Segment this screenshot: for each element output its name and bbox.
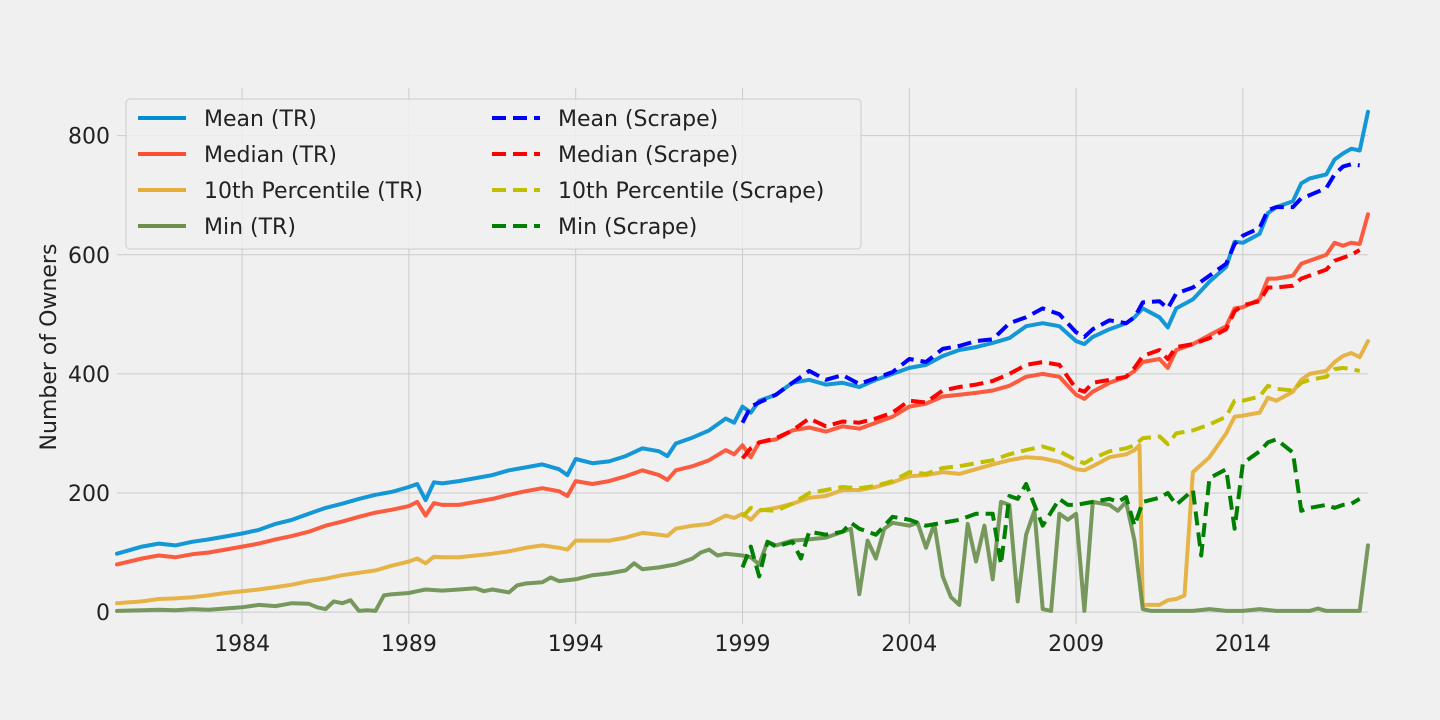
x-tick-label-1989: 1989 [381,632,437,657]
y-axis-title: Number of Owners [37,244,62,451]
x-tick-label-2004: 2004 [881,632,937,657]
legend-label-min-scrape: Min (Scrape) [558,215,697,240]
legend-label-median-tr: Median (TR) [204,143,337,168]
y-tick-label-400: 400 [68,363,110,388]
series-line-mean-scrape [740,162,1360,424]
x-tick-label-1994: 1994 [548,632,604,657]
x-tick-label-2014: 2014 [1215,632,1271,657]
legend-label-10th-percentile-tr: 10th Percentile (TR) [204,179,423,204]
legend-label-10th-percentile-scrape: 10th Percentile (Scrape) [558,179,824,204]
series-line-mean-tr [115,109,1370,556]
y-tick-label-800: 800 [68,125,110,150]
series-lines [115,109,1370,613]
y-tick-label-0: 0 [96,601,110,626]
series-line-min-scrape [740,437,1361,579]
legend: Mean (TR) Median (TR) 10th Percentile (TR)… [125,98,862,250]
x-tick-label-1999: 1999 [715,632,771,657]
legend-label-min-tr: Min (TR) [204,215,296,240]
legend-label-mean-scrape: Mean (Scrape) [558,107,718,132]
x-tick-label-1984: 1984 [214,632,270,657]
series-line-10th-percentile-scrape [741,365,1361,519]
legend-label-mean-tr: Mean (TR) [204,107,317,132]
y-axis-tick-labels: 0 200 400 600 800 [68,125,110,626]
x-tick-label-2009: 2009 [1048,632,1104,657]
series-line-median-scrape [740,248,1361,460]
legend-label-median-scrape: Median (Scrape) [558,143,738,168]
legend-box [125,98,862,250]
y-tick-label-200: 200 [68,482,110,507]
y-tick-label-600: 600 [68,244,110,269]
x-axis-tick-labels: 1984 1989 1994 1999 2004 2009 2014 [214,632,1271,657]
